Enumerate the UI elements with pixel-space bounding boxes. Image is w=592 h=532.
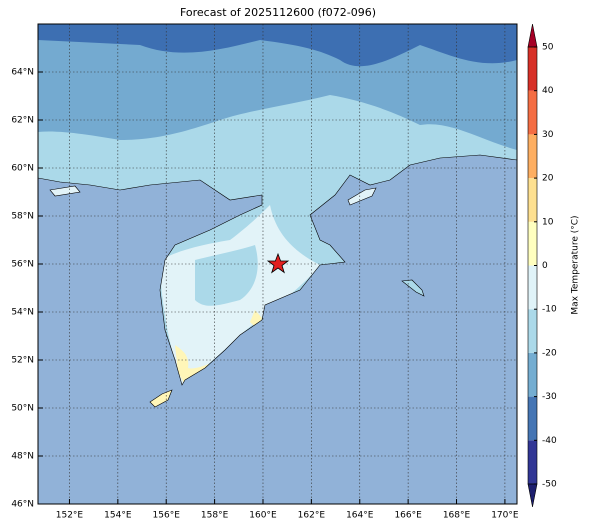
location-star: [266, 252, 290, 274]
coastline: [38, 24, 517, 386]
y-tick-label: 52°N: [11, 356, 34, 366]
colorbar-segment: [528, 396, 537, 441]
colorbar-tick-label: -50: [542, 480, 557, 490]
island: [49, 185, 81, 197]
x-tick-label: 162°E: [298, 511, 326, 521]
colorbar-tick-label: 30: [542, 130, 554, 140]
x-tick-label: 154°E: [104, 511, 132, 521]
y-tick-label: 50°N: [11, 404, 34, 414]
colorbar-segment: [528, 440, 537, 484]
colorbar-segment: [528, 352, 537, 397]
colorbar-tick-label: -20: [542, 348, 557, 358]
colorbar-over: [527, 23, 538, 48]
map-area: [38, 24, 517, 504]
map-title: Forecast of 2025112600 (f072-096): [180, 6, 376, 19]
y-tick-label: 62°N: [11, 116, 34, 126]
y-tick-label: 48°N: [11, 452, 34, 462]
colorbar-tick-label: 40: [542, 86, 554, 96]
colorbar-segment: [528, 47, 537, 91]
colorbar-tick-label: -10: [542, 305, 557, 315]
x-tick-label: 158°E: [201, 511, 229, 521]
colorbar-tick-label: 10: [542, 217, 554, 227]
y-tick-label: 64°N: [11, 68, 34, 78]
island: [401, 279, 425, 297]
x-tick-label: 152°E: [56, 511, 84, 521]
x-tick-label: 166°E: [394, 511, 422, 521]
colorbar-tick-label: -30: [542, 392, 557, 402]
colorbar-segment: [528, 265, 537, 310]
y-tick-label: 56°N: [11, 260, 34, 270]
y-tick-label: 60°N: [11, 164, 34, 174]
x-tick-label: 168°E: [443, 511, 471, 521]
colorbar-segment: [528, 309, 537, 353]
x-tick-label: 170°E: [491, 511, 519, 521]
colorbar-segment: [528, 134, 537, 179]
colorbar-tick-label: 50: [542, 43, 554, 53]
y-tick-label: 54°N: [11, 308, 34, 318]
island: [149, 389, 173, 408]
colorbar-label: Max Temperature (°C): [571, 215, 581, 314]
colorbar-segment: [528, 90, 537, 135]
colorbar-tick-label: 20: [542, 174, 554, 184]
x-tick-label: 156°E: [153, 511, 181, 521]
colorbar: -50 -40 -30 -20 -10 0 10 20 30 40 50: [527, 23, 557, 508]
x-tick-label: 164°E: [346, 511, 374, 521]
colorbar-segment: [528, 178, 537, 222]
axis-ticks: 152°E 154°E 156°E 158°E 160°E 162°E 164°E 166°E…: [11, 68, 519, 521]
colorbar-tick-label: 0: [542, 261, 548, 271]
y-tick-label: 58°N: [11, 212, 34, 222]
y-tick-label: 46°N: [11, 500, 34, 510]
colorbar-segment: [528, 221, 537, 266]
island: [347, 187, 377, 206]
x-tick-label: 160°E: [249, 511, 277, 521]
colorbar-under: [527, 483, 538, 508]
colorbar-tick-label: -40: [542, 436, 557, 446]
